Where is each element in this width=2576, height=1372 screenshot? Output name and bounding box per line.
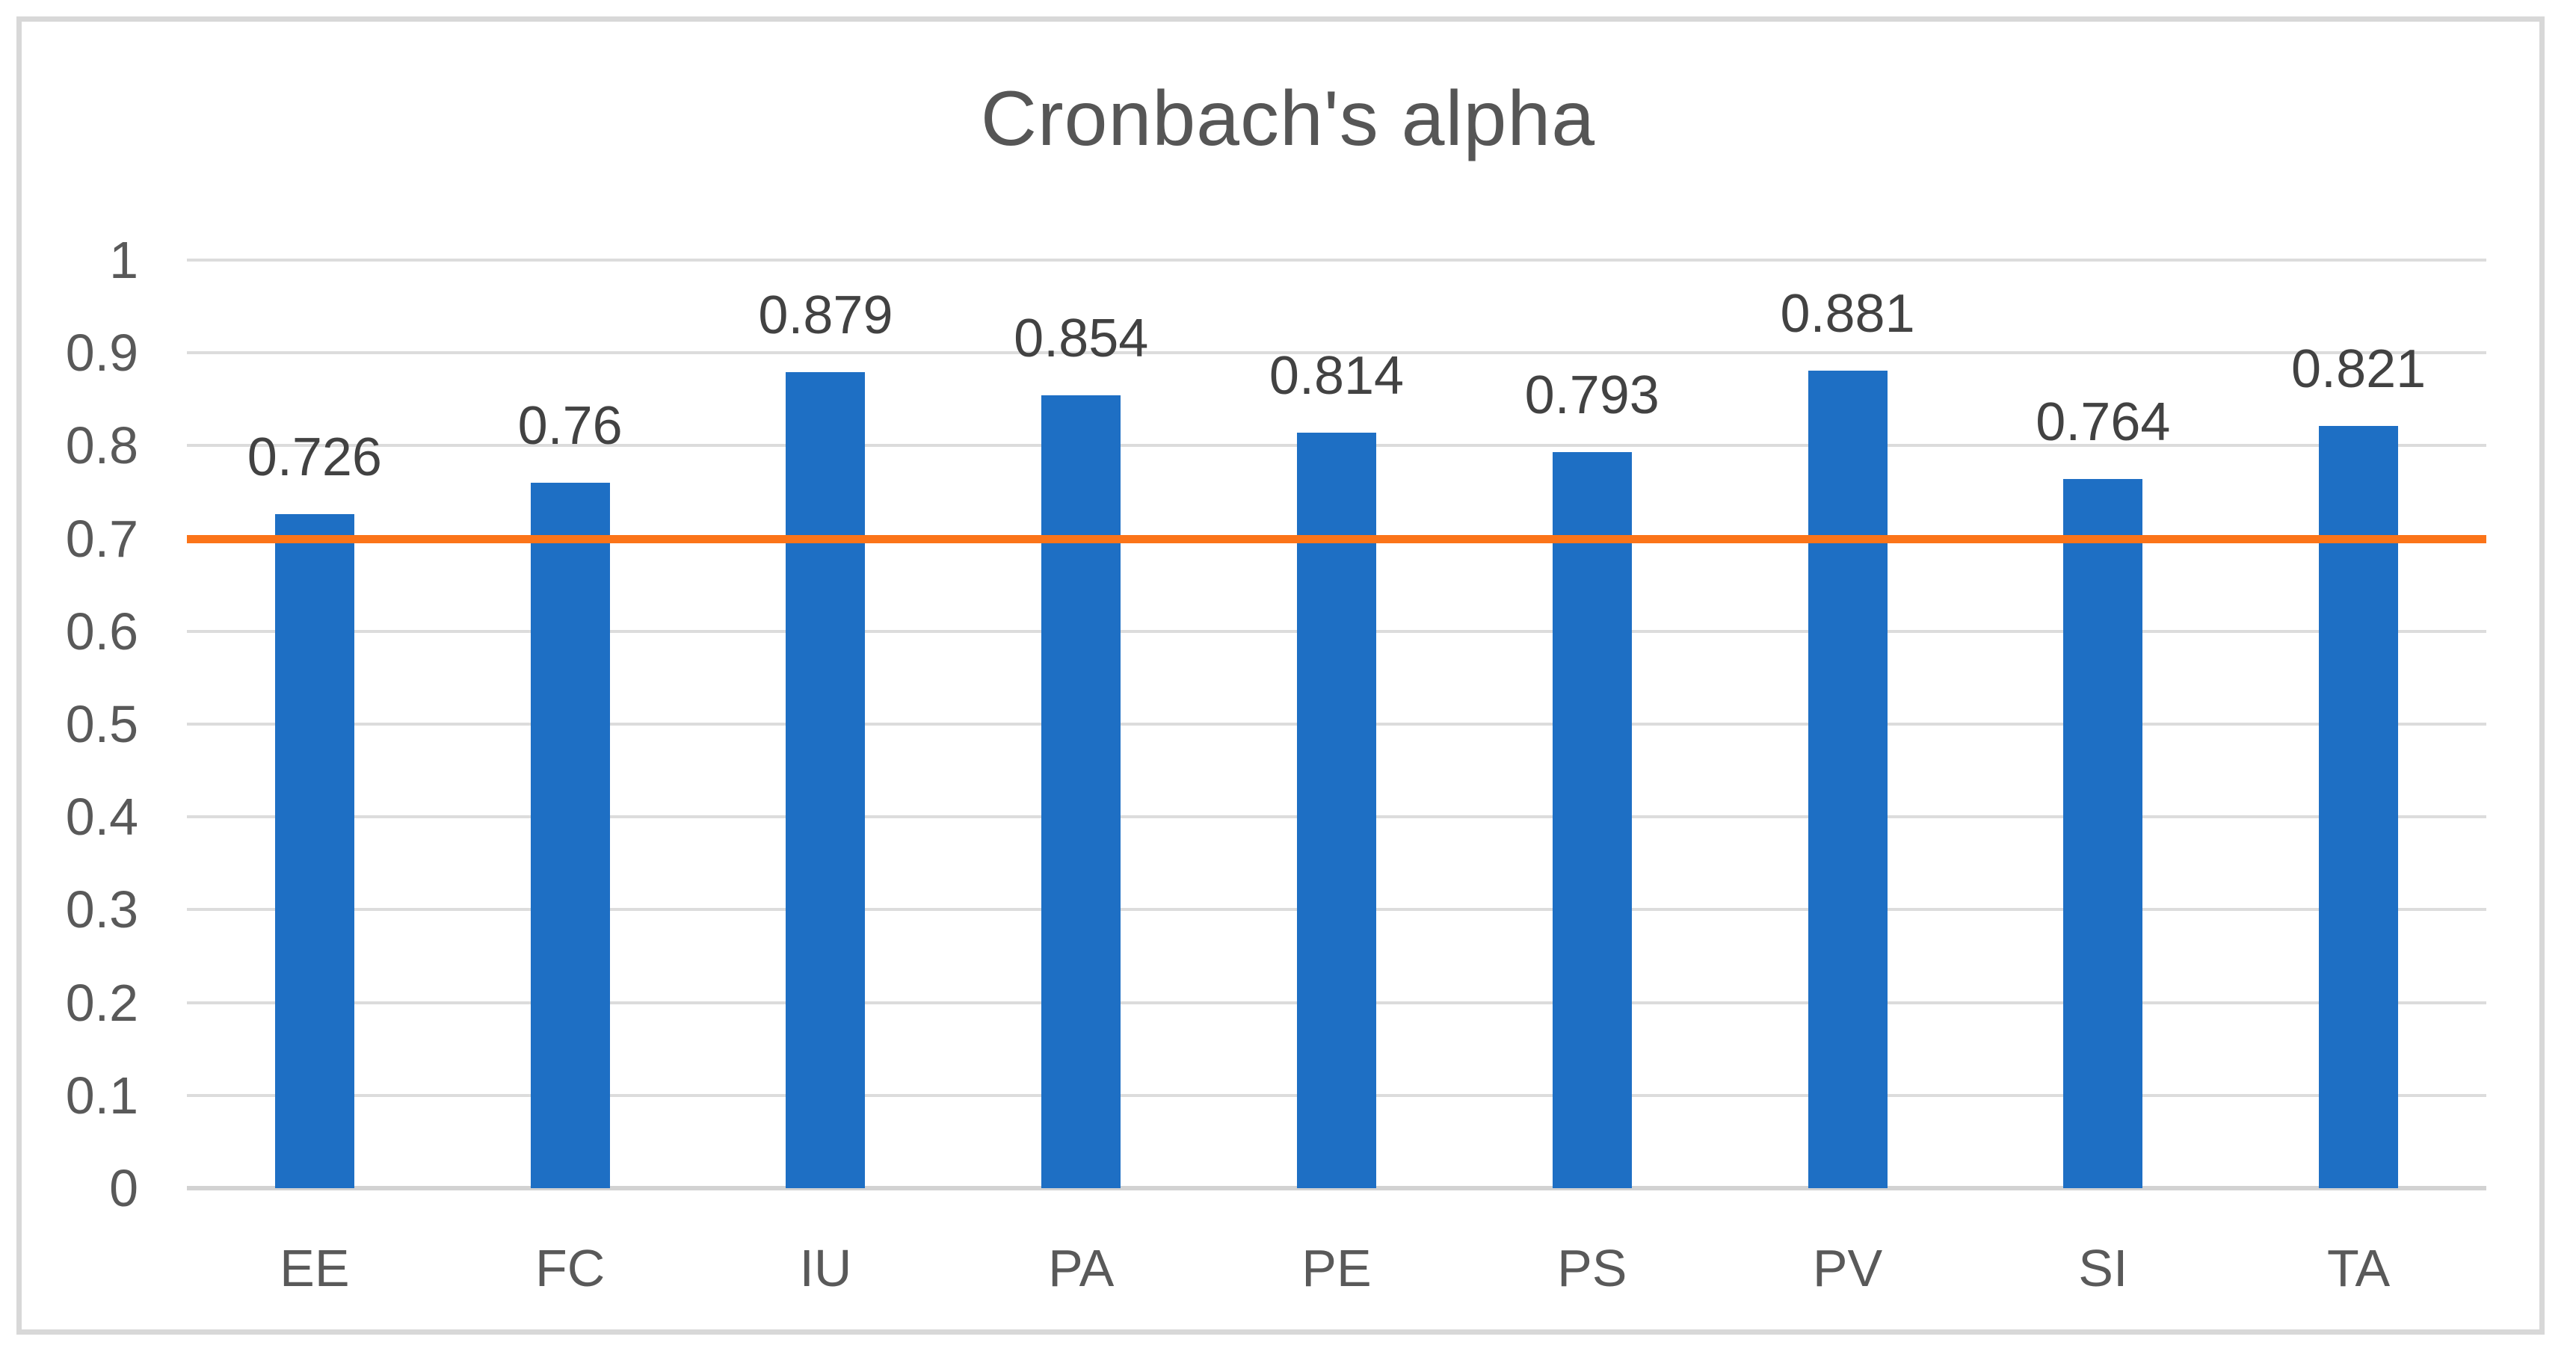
bar-iu	[786, 372, 866, 1188]
y-axis-tick-label: 0.5	[65, 695, 138, 753]
x-axis-category-label: EE	[280, 1239, 350, 1297]
x-axis-category-label: IU	[799, 1239, 852, 1297]
bar-pe	[1297, 433, 1376, 1188]
y-axis-tick-label: 0.4	[65, 788, 138, 847]
x-axis-category-label: PA	[1048, 1239, 1115, 1297]
y-axis-tick-label: 0.6	[65, 602, 138, 661]
plot-area: 0.726 0.76 0.879 0.854 0.814 0.793 0.881 0.764 0…	[187, 259, 2486, 1190]
bar-value-label: 0.76	[517, 396, 623, 457]
bar-value-label: 0.879	[758, 285, 893, 346]
chart-title: Cronbach's alpha	[980, 75, 1596, 162]
x-axis-category-label: TA	[2326, 1239, 2391, 1297]
x-axis-category-label: FC	[535, 1239, 606, 1297]
bar-ta	[2319, 426, 2399, 1188]
bar-pv	[1808, 370, 1888, 1188]
bar-fc	[530, 483, 610, 1188]
threshold-line	[187, 534, 2486, 543]
bar-si	[2063, 479, 2143, 1188]
bar-value-label: 0.814	[1269, 346, 1405, 407]
bar-value-label: 0.821	[2291, 339, 2426, 400]
bar-value-label: 0.764	[2036, 392, 2171, 453]
bar-pa	[1041, 395, 1121, 1188]
y-axis-tick-label: 0.7	[65, 509, 138, 568]
y-axis-tick-label: 1	[109, 231, 138, 289]
x-axis-category-label: PE	[1301, 1239, 1372, 1297]
bar-ee	[274, 514, 354, 1188]
x-axis-category-label: SI	[2078, 1239, 2128, 1297]
bar-value-label: 0.726	[247, 427, 382, 488]
bar-ps	[1552, 452, 1632, 1188]
x-axis-line	[187, 1186, 2486, 1190]
y-axis-tick-label: 0.2	[65, 973, 138, 1032]
bar-value-label: 0.793	[1524, 365, 1660, 426]
y-axis-tick-label: 0.9	[65, 324, 138, 383]
x-axis-category-label: PS	[1557, 1239, 1627, 1297]
y-axis-tick-label: 0.1	[65, 1066, 138, 1125]
y-axis-tick-label: 0	[109, 1159, 138, 1217]
y-axis-tick-label: 0.8	[65, 416, 138, 475]
gridline	[187, 259, 2486, 262]
gridline	[187, 351, 2486, 355]
y-axis-tick-label: 0.3	[65, 880, 138, 939]
bar-value-label: 0.854	[1014, 309, 1149, 369]
bar-value-label: 0.881	[1780, 283, 1915, 344]
x-axis-category-label: PV	[1812, 1239, 1883, 1297]
